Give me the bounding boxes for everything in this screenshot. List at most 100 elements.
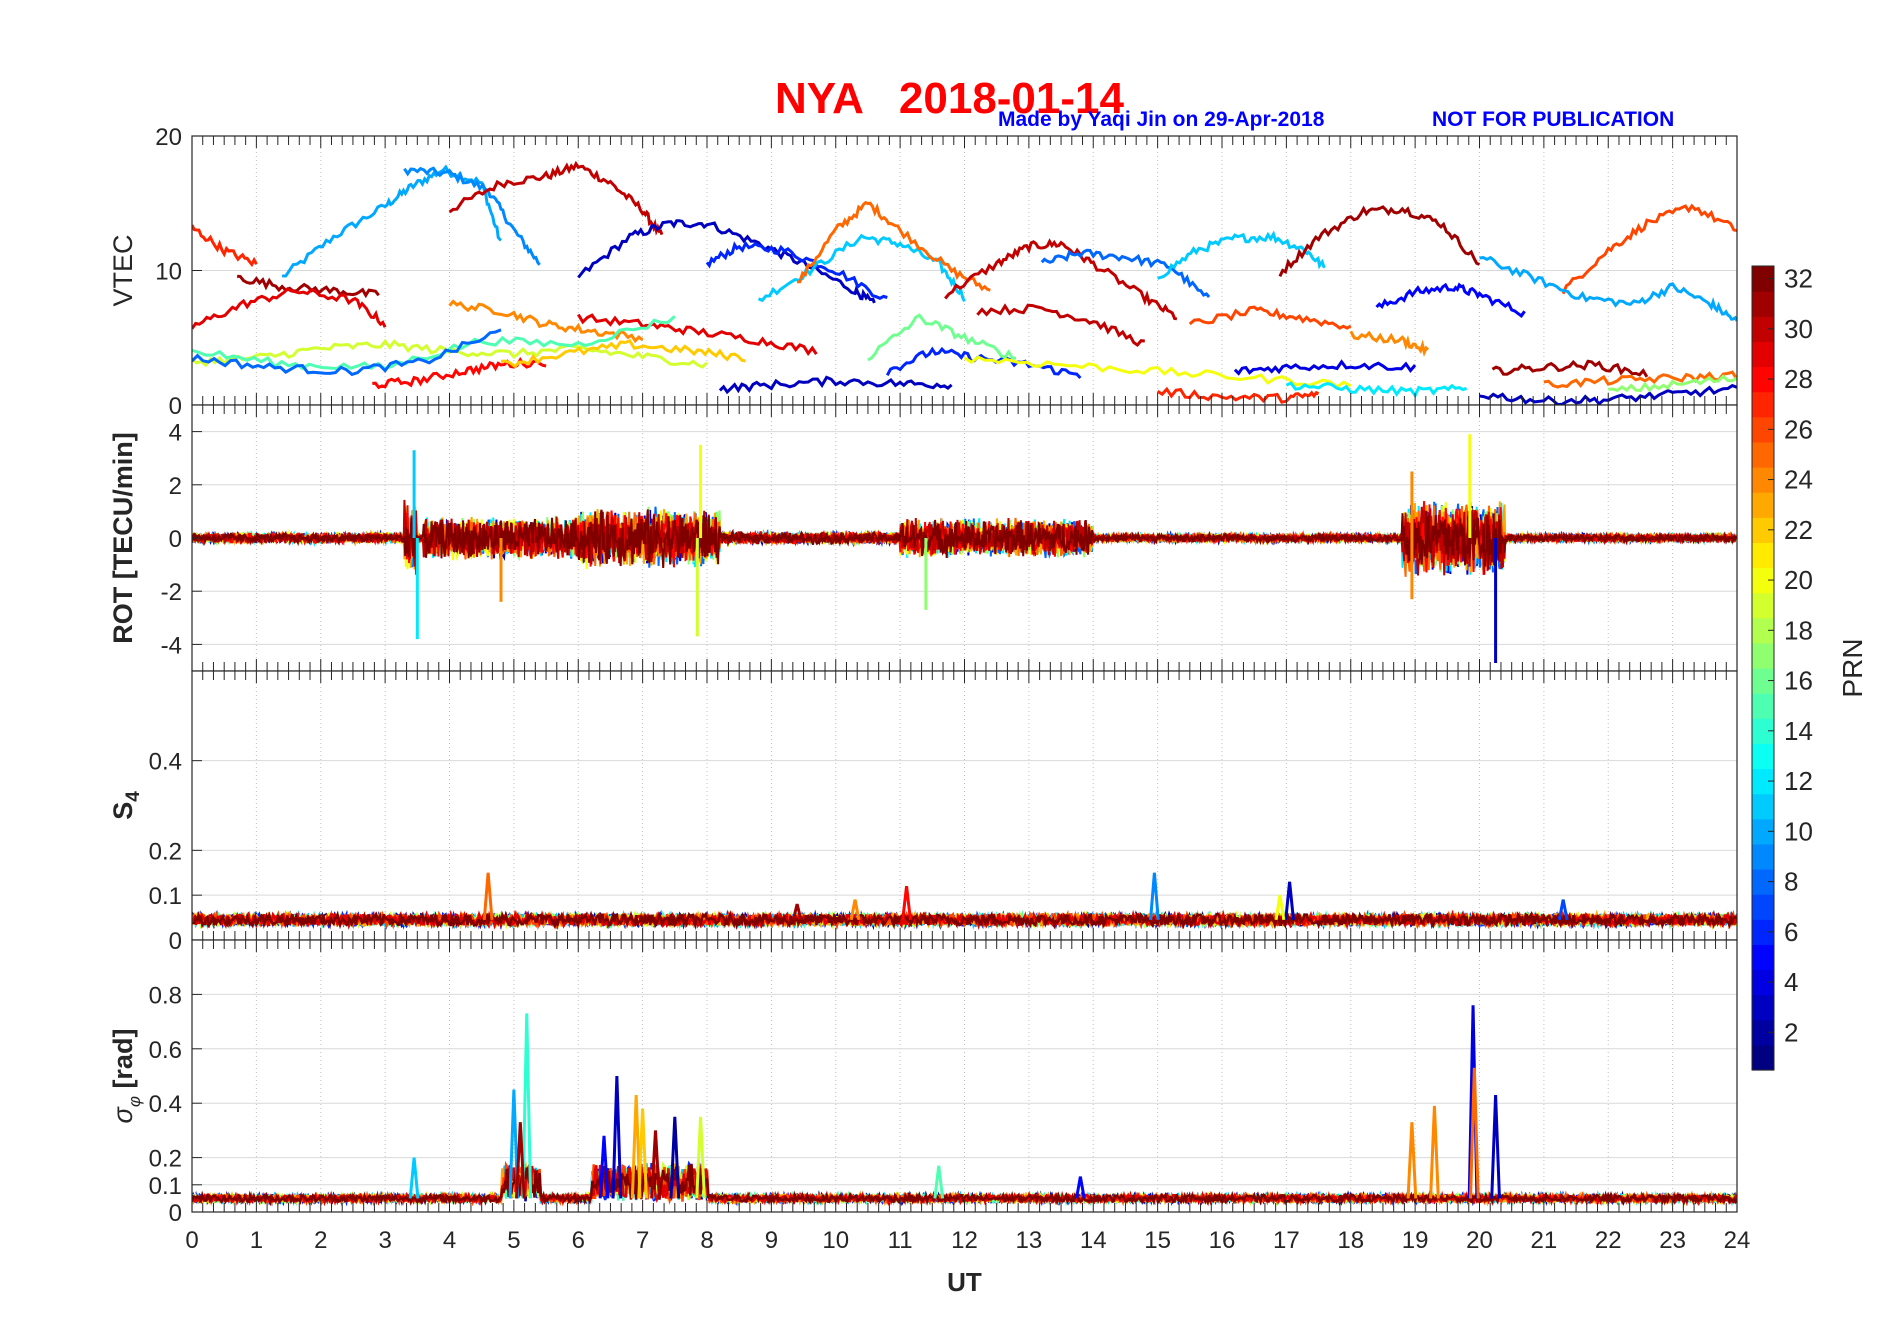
vtec-trace — [577, 313, 818, 357]
x-tick-label: 22 — [1595, 1227, 1622, 1254]
colorbar-level — [1752, 366, 1774, 393]
y-axis-label: VTEC — [108, 234, 138, 306]
sigma-spike — [521, 1013, 533, 1199]
sigma-spike — [637, 1108, 648, 1199]
x-tick-label: 11 — [888, 1227, 913, 1254]
s4-trace — [192, 910, 1737, 931]
vtec-trace — [963, 355, 1352, 389]
y-tick-label: 0 — [169, 526, 182, 553]
vtec-trace — [1479, 255, 1737, 322]
notice-text: NOT FOR PUBLICATION — [1432, 108, 1675, 131]
colorbar-tick-label: 16 — [1784, 666, 1813, 696]
vtec-trace — [1349, 330, 1430, 357]
sigma-spike — [1406, 1122, 1418, 1199]
x-tick-label: 2 — [314, 1227, 327, 1254]
colorbar-level — [1752, 492, 1774, 518]
vtec-trace — [192, 315, 676, 371]
s4-spike — [1557, 899, 1569, 921]
colorbar-tick-label: 20 — [1784, 565, 1813, 595]
vtec-trace — [577, 219, 876, 304]
colorbar-level — [1752, 969, 1774, 996]
y-tick-label: 2 — [169, 473, 182, 500]
colorbar-level — [1752, 919, 1774, 945]
rot-trace — [192, 509, 1737, 576]
colorbar-tick-label: 32 — [1784, 264, 1813, 294]
colorbar-level — [1752, 416, 1774, 443]
sigma-spike — [669, 1116, 681, 1199]
colorbar-level — [1752, 567, 1774, 594]
y-tick-label: 0 — [169, 1200, 182, 1227]
x-tick-label: 24 — [1724, 1227, 1751, 1254]
sigma-spike — [1490, 1094, 1501, 1199]
vtec-trace — [236, 274, 380, 299]
credit-text: Made by Yaqi Jin on 29-Apr-2018 — [998, 108, 1325, 131]
x-tick-label: 16 — [1209, 1227, 1236, 1254]
colorbar-level — [1752, 316, 1774, 342]
colorbar-level — [1752, 517, 1774, 543]
colorbar-level — [1752, 718, 1774, 744]
x-tick-label: 19 — [1402, 1227, 1429, 1254]
x-tick-label: 4 — [443, 1227, 456, 1254]
vtec-trace — [448, 160, 664, 236]
colorbar-frame — [1751, 265, 1775, 1071]
vtec-trace — [192, 224, 258, 268]
x-tick-label: 10 — [822, 1227, 849, 1254]
x-tick-label: 18 — [1337, 1227, 1364, 1254]
colorbar-tick-label: 26 — [1784, 414, 1813, 444]
colorbar-tick-label: 22 — [1784, 515, 1813, 545]
sigma-spike — [1075, 1176, 1086, 1199]
sigma-spike — [1468, 1067, 1480, 1199]
vtec-trace — [1157, 230, 1326, 280]
colorbar-level — [1752, 944, 1774, 971]
x-tick-label: 13 — [1016, 1227, 1043, 1254]
vtec-trace — [1561, 203, 1737, 295]
figure-title: NYA 2018-01-14 — [775, 74, 1124, 123]
y-tick-label: 20 — [155, 124, 182, 151]
y-tick-label: 0.6 — [149, 1037, 182, 1064]
colorbar-level — [1752, 668, 1774, 694]
vtec-trace — [282, 164, 502, 278]
colorbar-level — [1752, 266, 1774, 292]
vtec-trace — [1233, 359, 1417, 376]
vtec-trace — [976, 303, 1145, 347]
colorbar-level — [1752, 291, 1774, 317]
colorbar-label: PRN — [1837, 638, 1868, 697]
traces — [192, 872, 1737, 931]
y-tick-label: 0.1 — [149, 1173, 182, 1200]
y-tick-label: 0.8 — [149, 982, 182, 1009]
colorbar-level — [1752, 467, 1774, 493]
colorbar-level — [1752, 994, 1774, 1021]
s4-spike — [791, 903, 803, 921]
y-tick-label: 0.2 — [149, 1146, 182, 1173]
colorbar-tick-label: 18 — [1784, 615, 1813, 645]
colorbar-level — [1752, 793, 1774, 820]
colorbar-tick-label: 8 — [1784, 867, 1798, 897]
y-tick-label: 0 — [169, 928, 182, 955]
colorbar-tick-label: 10 — [1784, 816, 1813, 846]
y-tick-label: 4 — [169, 420, 182, 447]
colorbar-level — [1752, 391, 1774, 418]
vtec-trace — [1278, 205, 1481, 278]
vtec-trace — [500, 338, 746, 369]
colorbar-level — [1752, 894, 1774, 920]
colorbar-level — [1752, 617, 1774, 644]
colorbar-tick-label: 12 — [1784, 766, 1813, 796]
traces — [192, 160, 1737, 405]
vtec-trace — [192, 287, 387, 330]
vtec-trace — [1188, 305, 1352, 330]
vtec-trace — [944, 238, 1178, 321]
traces — [192, 434, 1737, 664]
vtec-trace — [1608, 374, 1737, 393]
sigma-spike — [611, 1075, 623, 1199]
s4-spike — [849, 899, 861, 921]
vtec-trace — [1285, 381, 1468, 399]
x-axis-label: UT — [947, 1267, 982, 1297]
y-tick-label: 0.4 — [149, 1091, 182, 1118]
x-tick-label: 9 — [765, 1227, 778, 1254]
colorbar-level — [1752, 642, 1774, 669]
panel-3: 0 0.1 0.2 0.4S4 — [108, 670, 1738, 955]
y-axis-label: S4 — [108, 791, 144, 820]
colorbar-tick-label: 30 — [1784, 314, 1813, 344]
